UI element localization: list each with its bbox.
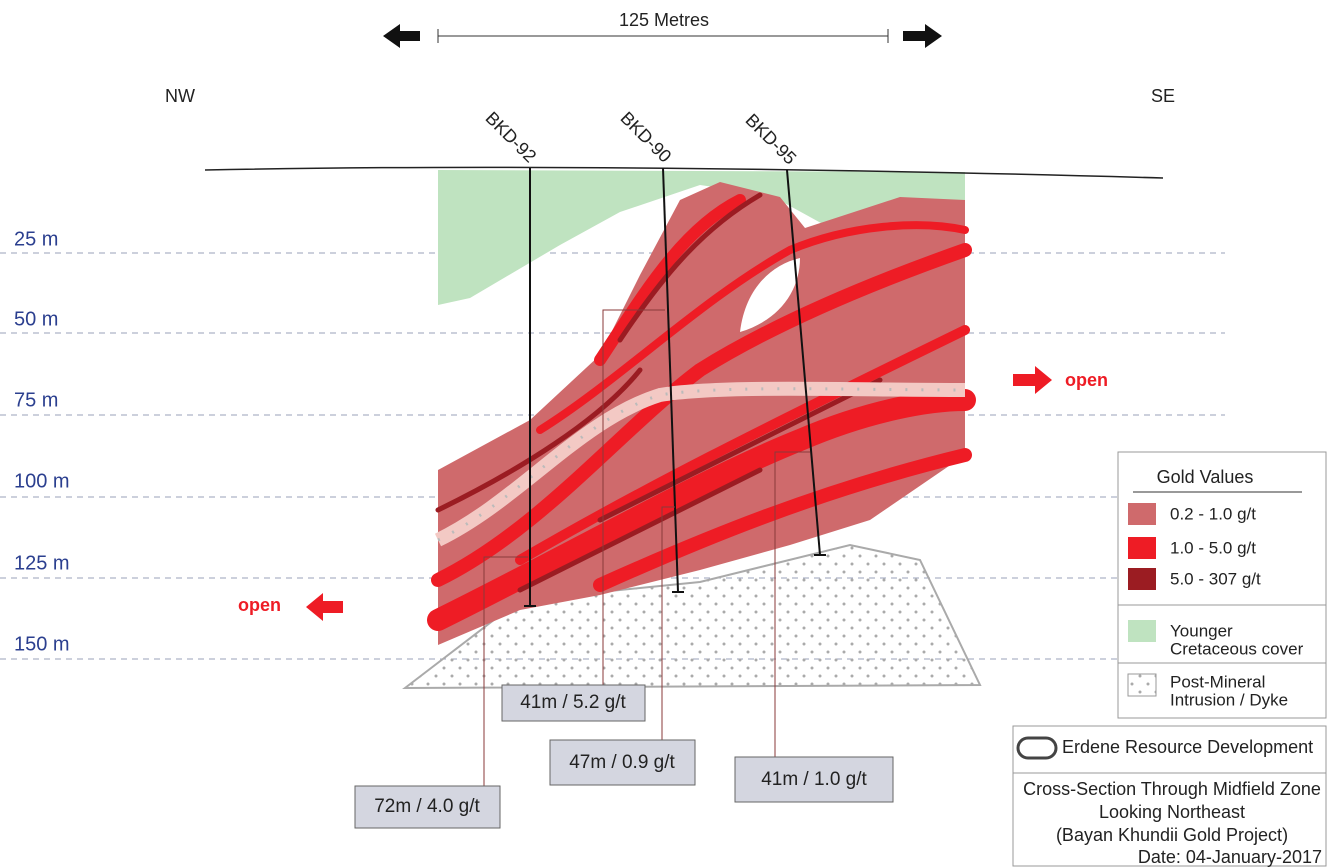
scale-label: 125 Metres [619,10,709,30]
legend-shape [1128,537,1156,559]
intercepts-text: 41m / 5.2 g/t [520,692,626,713]
drill-holes-shape [662,167,679,593]
direction: NW [165,86,195,106]
depth-labels-text: 75 m [14,389,58,411]
hole [740,258,800,332]
title-block-text: Date: 04-January-2017 [1138,847,1322,867]
legend-text: Cretaceous cover [1170,639,1304,658]
hole-label: BKD-90 [617,108,676,167]
depth-labels-text: 100 m [14,470,70,492]
legend-shape [1128,620,1156,642]
intercepts: 41m / 5.2 g/t 47m / 0.9 g/t 41m / 1.0 g/… [354,684,894,829]
scale-bar: 125 Metres [383,10,942,48]
very-high-grade [435,192,883,593]
legend-text: Gold Values [1157,467,1254,487]
hole-label: BKD-92 [482,108,541,167]
open-arrow [306,593,343,621]
title-block-text: (Bayan Khundii Gold Project) [1056,825,1288,845]
drill-holes-shape [786,169,821,556]
open-arrow [1013,366,1052,394]
high-grade-shape [536,221,969,434]
cover [438,170,965,305]
legend-text: Younger [1170,621,1233,640]
leaders-shape [661,506,675,740]
very-high-grade-shape [517,467,763,593]
high-grade-shape [431,243,972,587]
legend-shape [1127,673,1157,697]
hole-label: BKD-95 [742,110,801,169]
legend-text: 0.2 - 1.0 g/t [1170,504,1256,523]
depth-labels-text: 125 m [14,552,70,574]
scale-bar-shape [903,24,942,48]
leaders-shape [483,556,528,786]
legend-text: Intrusion / Dyke [1170,690,1288,709]
depth-labels: 25 m 50 m 75 m 100 m 125 m 150 m [14,228,70,655]
depth-labels-text: 150 m [14,633,70,655]
open-label: open [238,595,281,615]
intercepts-shape [501,684,646,722]
title-block-text: Looking Northeast [1099,802,1245,822]
legend-text: 5.0 - 307 g/t [1170,569,1261,588]
leaders-shape [774,451,810,757]
intercepts-shape [354,785,501,829]
depth-labels-text: 50 m [14,308,58,330]
title-block-shape [1016,736,1058,760]
legend-shape [1128,568,1156,590]
title-block: Erdene Resource Development Cross-Sectio… [1012,725,1327,867]
surface [204,166,1164,179]
high-grade-shape [593,448,972,592]
drill-holes [524,167,826,607]
legend: Gold Values 0.2 - 1.0 g/t 1.0 - 5.0 g/t … [1117,451,1327,719]
depth-labels-text: 25 m [14,228,58,250]
legend-text: Post-Mineral [1170,672,1265,691]
title-block-shape [1012,725,1327,867]
high-grade [427,194,976,631]
intercepts-text: 41m / 1.0 g/t [761,769,867,790]
high-grade-shape [515,325,970,565]
high-grade-shape [427,389,976,631]
very-high-grade-shape [435,367,643,513]
title-block-text: Cross-Section Through Midfield Zone [1023,779,1321,799]
legend-text: 1.0 - 5.0 g/t [1170,538,1256,557]
intercepts-text: 72m / 4.0 g/t [374,796,480,817]
leaders-shape [602,309,665,685]
high-grade-shape [594,194,746,366]
intercepts-text: 47m / 0.9 g/t [569,752,675,773]
intercepts-shape [734,756,894,803]
leaders [483,309,810,786]
title-block-text: Erdene Resource Development [1062,737,1313,757]
dyke-dots [437,387,966,542]
intercepts-shape [549,739,696,786]
very-high-grade-shape [597,377,883,523]
very-high-grade-shape [617,192,763,343]
open-label: open [1065,370,1108,390]
scale-bar-shape [383,24,420,48]
direction: SE [1151,86,1175,106]
legend-shape [1128,503,1156,525]
